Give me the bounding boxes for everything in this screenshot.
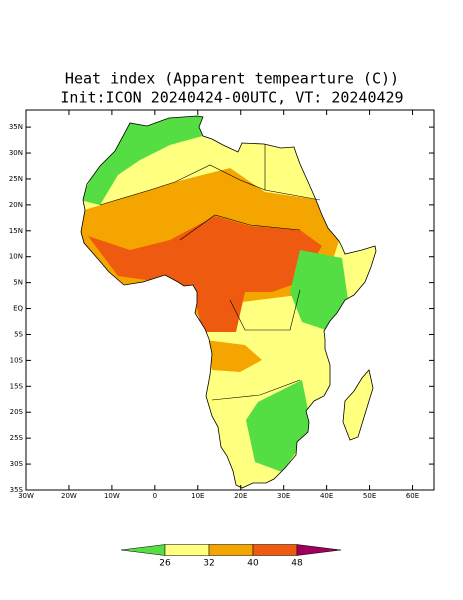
lat-tick-label: EQ xyxy=(13,305,23,313)
lon-tick-label: 0 xyxy=(153,492,157,500)
colorbar-label: 32 xyxy=(203,559,214,569)
border xyxy=(229,289,301,331)
lat-tick-label: 20N xyxy=(9,201,23,209)
lon-tick-label: 40E xyxy=(320,492,333,500)
lon-tick-label: 20W xyxy=(61,492,77,500)
colorbar-box xyxy=(252,544,298,556)
lat-tick-label: 10N xyxy=(9,253,23,261)
lat-tick-label: 15S xyxy=(10,382,24,390)
colorbar-low xyxy=(120,544,166,556)
title-line-1: Heat index (Apparent tempearture (C)) xyxy=(65,70,399,88)
field-green-east xyxy=(290,250,348,332)
border xyxy=(179,214,301,241)
lon-tick-label: 30W xyxy=(18,492,34,500)
lat-tick-label: 5N xyxy=(13,279,23,287)
lat-tick-label: 35S xyxy=(10,486,24,494)
lon-tick-label: 10W xyxy=(104,492,120,500)
field-red xyxy=(88,216,322,332)
colorbar-box xyxy=(164,544,210,556)
field-green-south xyxy=(246,380,312,472)
colorbar-box xyxy=(208,544,254,556)
lat-tick-label: 35N xyxy=(9,123,23,131)
lat-tick-label: 30S xyxy=(10,460,24,468)
colorbar-label: 48 xyxy=(291,559,303,569)
border xyxy=(99,164,266,206)
lon-tick-label: 30E xyxy=(277,492,290,500)
lat-tick-label: 10S xyxy=(10,356,24,364)
lat-tick-label: 30N xyxy=(9,149,23,157)
lon-tick-label: 60E xyxy=(406,492,419,500)
lat-tick-label: 15N xyxy=(9,227,23,235)
title-line-2: Init:ICON 20240424-00UTC, VT: 20240429 xyxy=(60,89,403,107)
lat-tick-label: 25S xyxy=(10,434,24,442)
border xyxy=(264,144,321,201)
colorbar-label: 26 xyxy=(159,559,171,569)
lat-tick-label: 20S xyxy=(10,408,24,416)
field-orange-south xyxy=(205,340,262,372)
lon-tick-label: 20E xyxy=(234,492,247,500)
lat-tick-label: 25N xyxy=(9,175,23,183)
colorbar-high xyxy=(296,544,342,556)
field-green-north xyxy=(81,116,206,205)
colorbar-label: 40 xyxy=(247,559,259,569)
lon-tick-label: 10E xyxy=(191,492,204,500)
madagascar xyxy=(342,369,374,441)
borders xyxy=(99,144,321,401)
lat-tick-label: 5S xyxy=(14,330,23,338)
border xyxy=(211,379,301,401)
lon-tick-label: 50E xyxy=(363,492,376,500)
